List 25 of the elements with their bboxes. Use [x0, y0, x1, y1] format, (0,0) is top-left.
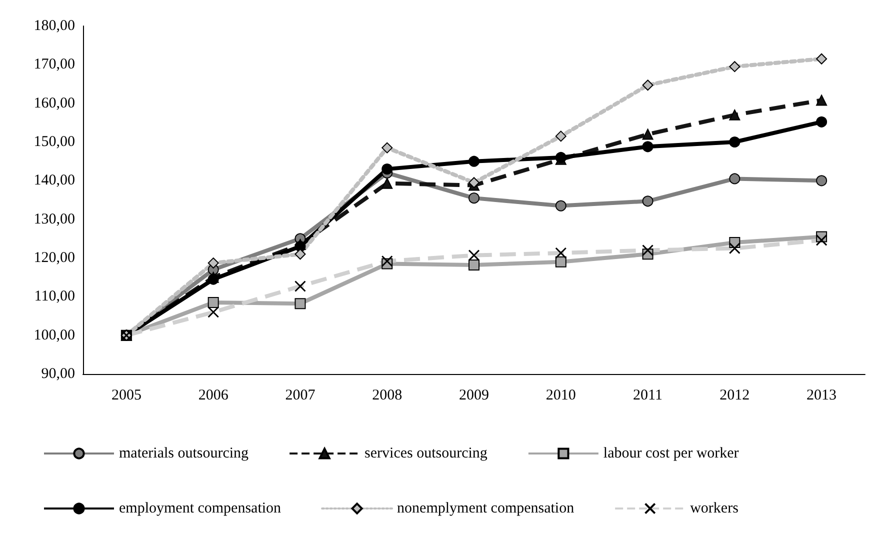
x-tick-label: 2008 [372, 388, 402, 404]
x-tick-label: 2010 [546, 388, 576, 404]
x-tick-label: 2012 [720, 388, 750, 404]
x-tick-label: 2013 [806, 388, 837, 404]
x-tick-label: 2006 [198, 388, 229, 404]
y-tick-label: 180,00 [34, 18, 75, 34]
legend-label: employment compensation [119, 500, 282, 516]
legend-label: labour cost per worker [603, 446, 739, 462]
x-tick-label: 2011 [633, 388, 663, 404]
legend-label: nonemplyment compensation [397, 500, 575, 516]
legend-label: workers [690, 500, 739, 516]
legend-label: services outsourcing [364, 446, 488, 462]
y-tick-label: 120,00 [34, 250, 75, 266]
x-tick-label: 2007 [285, 388, 316, 404]
y-tick-label: 90,00 [41, 366, 75, 382]
y-tick-label: 130,00 [34, 211, 75, 228]
legend-label: materials outsourcing [119, 446, 250, 462]
y-tick-label: 100,00 [34, 327, 75, 344]
y-tick-label: 160,00 [34, 95, 75, 112]
x-tick-label: 2005 [111, 388, 142, 404]
y-tick-label: 150,00 [34, 134, 75, 150]
y-tick-label: 110,00 [34, 288, 75, 305]
x-tick-label: 2009 [459, 388, 489, 404]
y-tick-label: 170,00 [34, 56, 75, 73]
y-tick-label: 140,00 [34, 172, 75, 189]
